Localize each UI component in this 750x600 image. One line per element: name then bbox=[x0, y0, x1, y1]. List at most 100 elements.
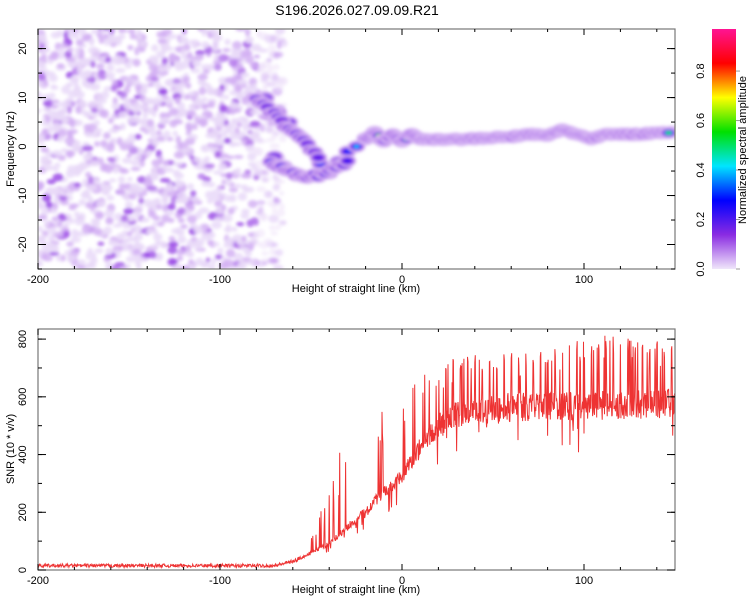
spectrogram-cell bbox=[278, 39, 288, 48]
spectrogram-cell bbox=[57, 220, 63, 227]
spectrogram-cell bbox=[158, 88, 168, 96]
spectrogram-cell bbox=[214, 200, 223, 207]
spectrogram-cell bbox=[223, 259, 234, 268]
spectrogram-cell bbox=[223, 94, 230, 100]
spectrogram-cell bbox=[38, 33, 47, 41]
spectrogram-cell bbox=[190, 190, 197, 197]
spectrogram-cell bbox=[105, 184, 113, 191]
spectrogram-cell bbox=[249, 62, 257, 69]
spectrogram-cell bbox=[94, 248, 104, 254]
spectrogram-cell bbox=[132, 58, 141, 67]
spectrogram-cell bbox=[260, 241, 268, 250]
spectrogram-cell bbox=[201, 29, 207, 37]
spectrogram-cell bbox=[271, 208, 278, 214]
spectrogram-cell bbox=[78, 198, 86, 206]
spectrogram-cell bbox=[236, 221, 245, 227]
spectrogram-cell bbox=[108, 178, 117, 183]
spectrogram-cell bbox=[81, 81, 92, 88]
spectrogram-cell bbox=[73, 170, 81, 177]
spectrogram-cell bbox=[122, 97, 129, 102]
figure-title: S196.2026.027.09.09.R21 bbox=[275, 2, 439, 18]
spectrogram-cell bbox=[206, 112, 214, 119]
spectrogram-cell bbox=[43, 220, 50, 227]
spectrogram-cell bbox=[83, 58, 93, 67]
spectrogram-cell bbox=[67, 29, 74, 33]
colorbar-tick-label: 0.2 bbox=[695, 212, 707, 227]
spectrogram-cell bbox=[101, 190, 111, 196]
spectrogram-cell bbox=[248, 131, 260, 140]
spectrogram-cell bbox=[247, 232, 255, 237]
spectrogram-cell bbox=[152, 229, 159, 235]
spectrogram-cell bbox=[50, 104, 58, 110]
spectrogram-cell bbox=[145, 228, 154, 235]
spectrogram-cell bbox=[344, 149, 351, 153]
spectrogram-cell bbox=[47, 207, 54, 213]
spectrogram-cell bbox=[38, 108, 41, 114]
spectrogram-cell bbox=[213, 170, 223, 175]
spectrogram-cell bbox=[52, 244, 60, 253]
spectrogram-cell bbox=[71, 145, 82, 153]
spectrogram-cell bbox=[167, 258, 178, 267]
spectrogram-cell bbox=[97, 70, 108, 80]
spectrogram-cell bbox=[198, 86, 207, 96]
spectrogram-cell bbox=[157, 155, 164, 165]
spectrogram-cell bbox=[279, 179, 286, 184]
spectrogram-cell bbox=[189, 263, 196, 269]
spectrogram-cell bbox=[229, 131, 238, 140]
spectrogram-cell bbox=[173, 151, 185, 159]
spectrogram-cell bbox=[132, 248, 142, 256]
spectrogram-cell bbox=[117, 57, 126, 65]
spectrogram-cell bbox=[132, 155, 143, 161]
spectrogram-cell bbox=[275, 29, 286, 35]
spectrogram-cell bbox=[185, 124, 193, 133]
spectrogram-cell bbox=[246, 260, 257, 266]
spectrogram-cell bbox=[73, 85, 82, 93]
spectrogram-cell bbox=[129, 32, 137, 40]
spectrogram-cell bbox=[213, 38, 219, 46]
spectrogram-cell bbox=[63, 221, 70, 227]
spectrogram-cell bbox=[172, 77, 181, 85]
spectrogram-cell bbox=[270, 132, 278, 141]
spectrogram-cell bbox=[228, 58, 238, 67]
spectrogram-cell bbox=[38, 237, 45, 244]
spectrogram-cell bbox=[210, 29, 216, 35]
spectrogram-cell bbox=[257, 206, 263, 214]
spectrogram-cell bbox=[168, 107, 179, 116]
spectrogram-cell bbox=[180, 224, 188, 230]
spectrogram-cell bbox=[46, 178, 56, 185]
spectrogram-cell bbox=[179, 60, 190, 70]
spectrogram-cell bbox=[151, 80, 162, 88]
spectrogram-cell bbox=[180, 265, 189, 269]
spectrogram-cell bbox=[60, 200, 70, 206]
spectrogram-cell bbox=[85, 112, 92, 118]
spectrogram-cell bbox=[126, 115, 138, 124]
spectrogram-cell bbox=[156, 130, 162, 136]
spectrogram-cell bbox=[117, 188, 126, 195]
spectrogram-cell bbox=[211, 221, 222, 230]
spectrogram-cell bbox=[200, 41, 210, 49]
spectrogram-cell bbox=[220, 192, 227, 197]
spectrogram-cell bbox=[38, 92, 44, 101]
spectrogram-cell bbox=[249, 109, 261, 115]
spectrogram-cell bbox=[146, 149, 153, 156]
x-tick-label: -100 bbox=[209, 575, 231, 587]
spectrogram-cell bbox=[194, 53, 204, 61]
spectrogram-cell bbox=[353, 145, 360, 149]
spectrogram-cell bbox=[50, 50, 59, 58]
spectrogram-cell bbox=[665, 131, 672, 135]
y-tick-label: 800 bbox=[17, 330, 29, 348]
spectrogram-cell bbox=[229, 101, 238, 109]
spectrogram-cell bbox=[211, 146, 220, 153]
spectrogram-cell bbox=[38, 72, 47, 82]
spectrogram-cell bbox=[58, 195, 68, 201]
spectrogram-cell bbox=[116, 90, 123, 96]
spectrogram-cell bbox=[231, 226, 238, 232]
spectrogram-cell bbox=[201, 96, 208, 103]
snr-frame bbox=[37, 328, 676, 571]
spectrogram-cell bbox=[268, 65, 274, 72]
spectrogram-cell bbox=[63, 30, 70, 40]
spectrogram-cell bbox=[216, 185, 223, 191]
spectrogram-cell bbox=[50, 85, 59, 90]
spectrogram-cell bbox=[273, 198, 282, 205]
spectrogram-cell bbox=[194, 211, 203, 219]
